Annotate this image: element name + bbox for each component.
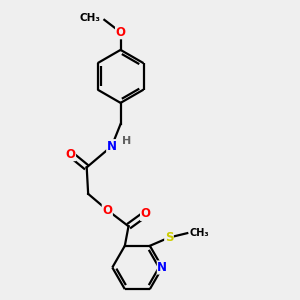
Text: O: O	[65, 148, 76, 160]
Text: N: N	[158, 261, 167, 274]
Text: O: O	[116, 26, 126, 39]
Text: O: O	[141, 207, 151, 220]
Text: O: O	[102, 204, 112, 217]
Text: CH₃: CH₃	[190, 228, 209, 238]
Text: CH₃: CH₃	[80, 14, 101, 23]
Text: N: N	[107, 140, 117, 153]
Text: S: S	[165, 231, 173, 244]
Text: H: H	[122, 136, 131, 146]
